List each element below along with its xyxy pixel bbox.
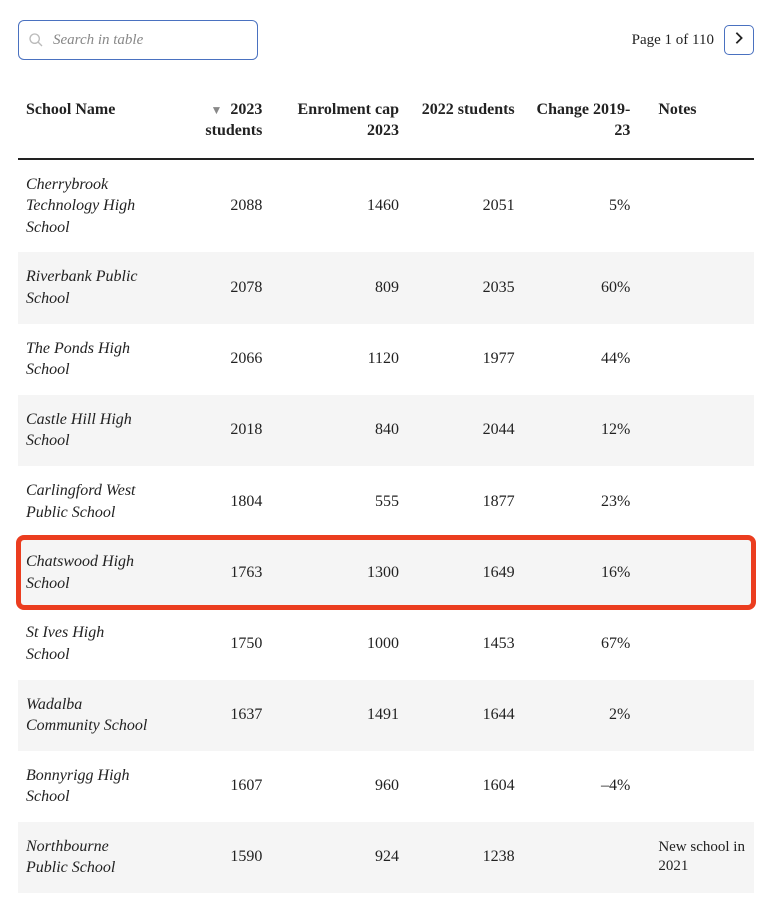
cell-2023: 2088 [155,159,271,253]
topbar: Page 1 of 110 [18,20,754,60]
cell-2022: 1649 [407,537,523,608]
cell-notes [638,324,754,395]
cell-2022: 1604 [407,751,523,822]
cell-cap: 960 [270,751,407,822]
cell-change: 23% [523,466,639,537]
sort-desc-icon: ▼ [210,103,222,117]
cell-2023: 2018 [155,395,271,466]
cell-notes [638,159,754,253]
cell-2022: 2035 [407,252,523,323]
cell-cap: 1000 [270,608,407,679]
cell-2022: 1877 [407,466,523,537]
cell-2023: 1763 [155,537,271,608]
cell-notes [638,751,754,822]
page-indicator: Page 1 of 110 [632,32,714,49]
cell-notes [638,537,754,608]
cell-2023: 1750 [155,608,271,679]
cell-notes [638,252,754,323]
table-row: The Ponds High School20661120197744% [18,324,754,395]
cell-2022: 2044 [407,395,523,466]
cell-2022: 2051 [407,159,523,253]
col-header-change[interactable]: Change 2019-23 [523,90,639,159]
cell-change: 16% [523,537,639,608]
cell-notes [638,395,754,466]
cell-name: Wadalba Community School [18,680,155,751]
cell-2023: 1607 [155,751,271,822]
cell-name: Bonnyrigg High School [18,751,155,822]
search-wrap [18,20,258,60]
cell-2023: 1590 [155,822,271,893]
cell-change: –4% [523,751,639,822]
cell-name: Northbourne Public School [18,822,155,893]
col-header-notes[interactable]: Notes [638,90,754,159]
col-header-2022[interactable]: 2022 students [407,90,523,159]
cell-notes [638,680,754,751]
cell-2023: 1804 [155,466,271,537]
data-table: School Name ▼ 2023 students Enrolment ca… [18,90,754,893]
cell-2022: 1238 [407,822,523,893]
cell-change: 5% [523,159,639,253]
cell-name: Riverbank Public School [18,252,155,323]
cell-cap: 1300 [270,537,407,608]
cell-cap: 840 [270,395,407,466]
cell-name: The Ponds High School [18,324,155,395]
pager: Page 1 of 110 [632,25,754,55]
table-row: Castle Hill High School2018840204412% [18,395,754,466]
col-header-cap[interactable]: Enrolment cap 2023 [270,90,407,159]
cell-cap: 1491 [270,680,407,751]
col-header-2023[interactable]: ▼ 2023 students [155,90,271,159]
table-row: Wadalba Community School1637149116442% [18,680,754,751]
cell-cap: 1120 [270,324,407,395]
cell-name: Castle Hill High School [18,395,155,466]
table-row: St Ives High School17501000145367% [18,608,754,679]
cell-name: St Ives High School [18,608,155,679]
table-row: Carlingford West Public School1804555187… [18,466,754,537]
table-row: Cherrybrook Technology High School208814… [18,159,754,253]
cell-name: Chatswood High School [18,537,155,608]
cell-notes: New school in 2021 [638,822,754,893]
cell-change: 67% [523,608,639,679]
cell-2023: 2066 [155,324,271,395]
chevron-right-icon [734,31,744,50]
cell-cap: 555 [270,466,407,537]
table-row: Riverbank Public School2078809203560% [18,252,754,323]
cell-change [523,822,639,893]
cell-2022: 1453 [407,608,523,679]
cell-change: 44% [523,324,639,395]
cell-2022: 1644 [407,680,523,751]
table-row: Bonnyrigg High School16079601604–4% [18,751,754,822]
table-row: Northbourne Public School15909241238 New … [18,822,754,893]
col-header-name[interactable]: School Name [18,90,155,159]
cell-notes [638,608,754,679]
next-page-button[interactable] [724,25,754,55]
cell-name: Carlingford West Public School [18,466,155,537]
cell-2022: 1977 [407,324,523,395]
cell-cap: 1460 [270,159,407,253]
cell-change: 12% [523,395,639,466]
cell-name: Cherrybrook Technology High School [18,159,155,253]
cell-2023: 1637 [155,680,271,751]
cell-notes [638,466,754,537]
cell-change: 60% [523,252,639,323]
search-input[interactable] [18,20,258,60]
table-header-row: School Name ▼ 2023 students Enrolment ca… [18,90,754,159]
cell-cap: 924 [270,822,407,893]
cell-cap: 809 [270,252,407,323]
cell-change: 2% [523,680,639,751]
cell-2023: 2078 [155,252,271,323]
table-row: Chatswood High School17631300164916% [18,537,754,608]
